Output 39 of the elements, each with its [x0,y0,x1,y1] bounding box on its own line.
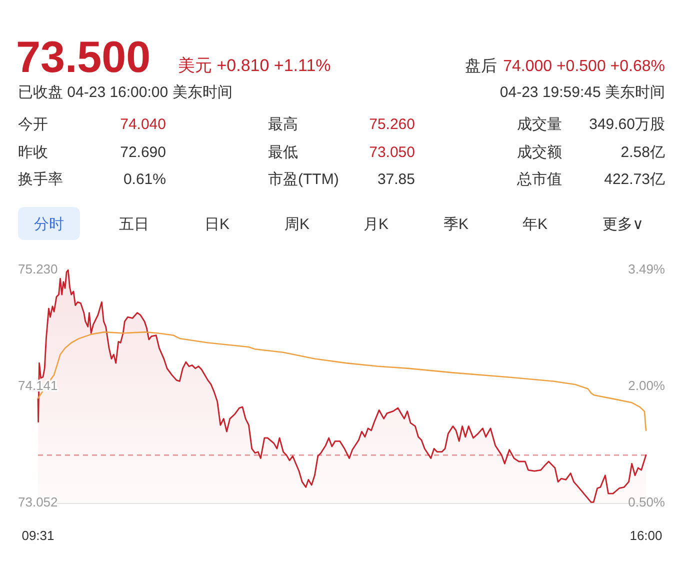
text: 美元 +0.810 +1.11% [178,56,331,75]
text: 周K [284,216,310,233]
text: 74.000 +0.500 +0.68% [503,58,665,75]
text: 73.050 [369,144,415,161]
text: 季K [443,216,469,233]
text: 成交量 [517,116,562,133]
text: 72.690 [120,144,166,161]
text: 最低 [268,144,298,161]
y-tick-label: 75.230 [18,261,58,276]
text: 市盈(TTM) [268,171,339,188]
text: 74.040 [120,116,166,133]
x-tick-label: 16:00 [630,528,662,543]
text: 已收盘 04-23 16:00:00 美东时间 [18,84,232,101]
text: 年K [522,216,548,233]
y2-tick-label: 0.50% [628,494,666,510]
text: 75.260 [369,116,415,133]
text: 盘后 [465,57,497,75]
text: 总市值 [516,171,562,188]
text: 349.60万股 [589,116,665,133]
text: 分时 [34,216,64,233]
text: 月K [363,216,389,233]
text: 更多∨ [602,216,644,233]
text: 成交额 [517,144,562,161]
text: 昨收 [18,144,48,161]
text: 最高 [268,116,298,133]
text: 日K [204,216,230,233]
text: 2.58亿 [620,144,665,161]
text: 0.61% [123,171,166,188]
text: 422.73亿 [604,171,665,188]
y2-tick-label: 2.00% [628,378,666,393]
y2-tick-label: 3.49% [628,261,666,276]
text: 37.85 [377,171,415,188]
text: 换手率 [18,171,63,188]
x-tick-label: 09:31 [22,528,54,543]
text: 今开 [18,116,48,133]
text: 04-23 19:59:45 美东时间 [500,84,665,101]
text: 五日 [119,216,149,233]
y-tick-label: 73.052 [18,494,58,510]
chart-title: 73.500 [16,33,151,82]
